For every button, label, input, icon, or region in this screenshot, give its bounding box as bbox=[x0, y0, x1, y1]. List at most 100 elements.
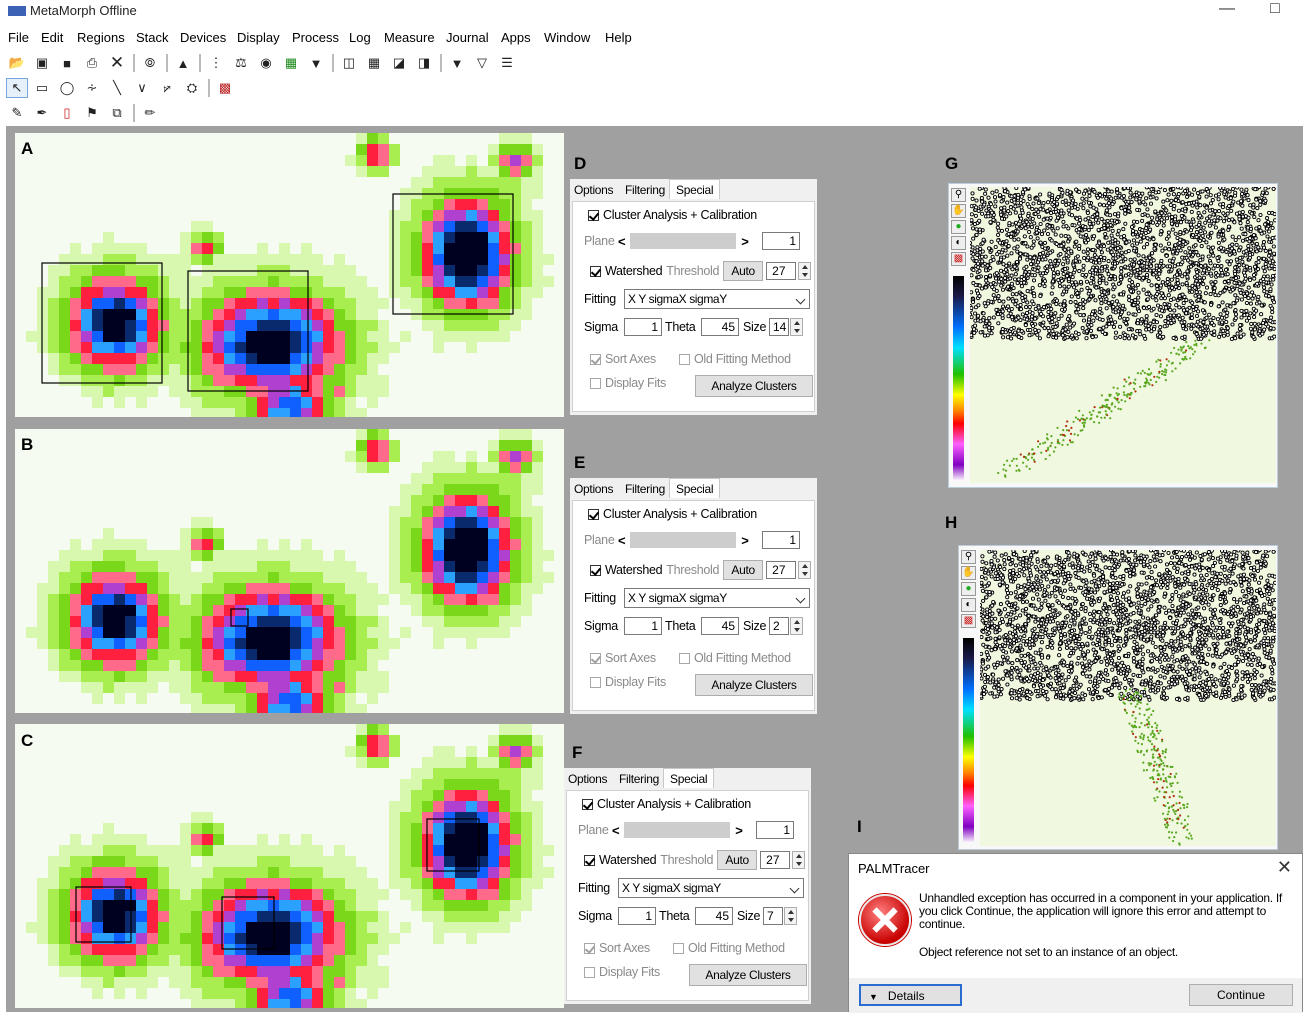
sort-axes-checkbox[interactable] bbox=[590, 652, 601, 664]
sigma-field[interactable]: 1 bbox=[624, 617, 662, 635]
plane-field[interactable]: 1 bbox=[762, 232, 800, 250]
stamp-icon[interactable]: ▲ bbox=[176, 55, 190, 71]
size-spinner[interactable] bbox=[790, 318, 803, 336]
menu-devices[interactable]: Devices bbox=[180, 30, 227, 45]
threshold-field[interactable]: 27 bbox=[766, 262, 797, 280]
cluster-analysis-checkbox[interactable] bbox=[582, 798, 593, 810]
image-panel-a[interactable] bbox=[15, 133, 564, 417]
zoom-icon[interactable]: ⚲ bbox=[951, 188, 966, 202]
old-fitting-checkbox[interactable] bbox=[673, 942, 684, 954]
cluster-analysis-checkbox[interactable] bbox=[588, 209, 599, 221]
size-field[interactable]: 14 bbox=[769, 318, 789, 336]
arc-icon[interactable]: ⦬ bbox=[163, 80, 171, 95]
size-spinner[interactable] bbox=[784, 907, 797, 925]
analyze-clusters-button[interactable]: Analyze Clusters bbox=[689, 964, 807, 986]
auto-threshold-button[interactable]: Auto bbox=[723, 560, 764, 580]
stack-icon[interactable]: ⋮ bbox=[209, 55, 223, 70]
old-fitting-checkbox[interactable] bbox=[679, 353, 690, 365]
theta-field[interactable]: 45 bbox=[695, 907, 733, 925]
analyze-clusters-button[interactable]: Analyze Clusters bbox=[695, 375, 813, 397]
close-icon[interactable]: ✕ bbox=[109, 53, 125, 72]
pencil-icon[interactable]: ✎ bbox=[11, 105, 23, 120]
sort-axes-checkbox[interactable] bbox=[584, 942, 595, 954]
marker-icon[interactable]: ✏ bbox=[144, 105, 156, 120]
watershed-checkbox[interactable] bbox=[584, 854, 595, 866]
size-field[interactable]: 7 bbox=[763, 907, 783, 925]
threshold-field[interactable]: 27 bbox=[760, 851, 791, 869]
plane-next-button[interactable]: > bbox=[741, 233, 749, 249]
copy-tool-icon[interactable]: ⧉ bbox=[112, 105, 122, 120]
menu-stack[interactable]: Stack bbox=[136, 30, 169, 45]
analyze-clusters-button[interactable]: Analyze Clusters bbox=[695, 674, 813, 696]
open-icon[interactable]: 📂 bbox=[8, 55, 26, 70]
compass-icon[interactable]: ⦾ bbox=[144, 55, 156, 70]
menu-display[interactable]: Display bbox=[237, 30, 280, 45]
fitting-select[interactable]: X Y sigmaX sigmaY bbox=[624, 289, 810, 309]
menu-regions[interactable]: Regions bbox=[77, 30, 125, 45]
save-icon[interactable]: ▣ bbox=[35, 55, 49, 70]
watershed-checkbox[interactable] bbox=[590, 564, 601, 576]
tab-filtering[interactable]: Filtering bbox=[625, 482, 665, 496]
plane-slider[interactable] bbox=[624, 822, 730, 838]
fitting-select[interactable]: X Y sigmaX sigmaY bbox=[618, 878, 804, 898]
sigma-field[interactable]: 1 bbox=[618, 907, 656, 925]
display-fits-checkbox[interactable] bbox=[590, 377, 601, 389]
tab-options[interactable]: Options bbox=[574, 183, 614, 197]
menu-help[interactable]: Help bbox=[605, 30, 632, 45]
menu-window[interactable]: Window bbox=[544, 30, 591, 45]
funnel-icon[interactable]: ▼ bbox=[450, 55, 464, 71]
pointer-icon[interactable]: ↖ bbox=[6, 78, 28, 98]
display-fits-checkbox[interactable] bbox=[590, 676, 601, 688]
print-icon[interactable]: ⎙ bbox=[86, 55, 98, 70]
old-fitting-checkbox[interactable] bbox=[679, 652, 690, 664]
display-fits-checkbox[interactable] bbox=[584, 966, 595, 978]
freehand-region-icon[interactable]: ∻ bbox=[86, 80, 98, 95]
threshold-field[interactable]: 27 bbox=[766, 561, 797, 579]
plane-next-button[interactable]: > bbox=[741, 532, 749, 548]
filter-list-icon[interactable]: ☰ bbox=[501, 55, 513, 70]
contrast-icon[interactable]: ◐ bbox=[951, 236, 966, 250]
ellipse-region-icon[interactable]: ◯ bbox=[59, 80, 75, 95]
theta-field[interactable]: 45 bbox=[701, 318, 739, 336]
menu-file[interactable]: File bbox=[8, 30, 29, 45]
plane-slider[interactable] bbox=[630, 532, 736, 548]
sort-axes-checkbox[interactable] bbox=[590, 353, 601, 365]
region-tool-icon[interactable]: ▩ bbox=[218, 80, 232, 95]
fitting-select[interactable]: X Y sigmaX sigmaY bbox=[624, 588, 810, 608]
lut-icon[interactable]: ▩ bbox=[951, 252, 966, 266]
plane-next-button[interactable]: > bbox=[735, 822, 743, 838]
tab-options[interactable]: Options bbox=[574, 482, 614, 496]
cluster-analysis-checkbox[interactable] bbox=[588, 508, 599, 520]
plane-prev-button[interactable]: < bbox=[612, 822, 620, 838]
tab-filtering[interactable]: Filtering bbox=[619, 772, 659, 786]
eraser-icon[interactable]: ▯ bbox=[63, 105, 71, 120]
menu-journal[interactable]: Journal bbox=[446, 30, 489, 45]
minimize-button[interactable]: — bbox=[1219, 0, 1235, 17]
binoculars-icon[interactable]: ◉ bbox=[260, 55, 272, 70]
tab-special[interactable]: Special bbox=[663, 768, 715, 788]
plane-field[interactable]: 1 bbox=[762, 531, 800, 549]
auto-threshold-button[interactable]: Auto bbox=[717, 850, 758, 870]
hand-icon[interactable]: ✋ bbox=[951, 204, 966, 218]
tab-special[interactable]: Special bbox=[669, 179, 721, 199]
menu-edit[interactable]: Edit bbox=[41, 30, 64, 45]
filter-icon[interactable]: ▽ bbox=[477, 55, 487, 70]
maximize-button[interactable]: □ bbox=[1270, 0, 1280, 17]
save-as-icon[interactable]: ■ bbox=[63, 55, 71, 71]
plane-prev-button[interactable]: < bbox=[618, 233, 626, 249]
auto-threshold-button[interactable]: Auto bbox=[723, 261, 764, 281]
threshold-spinner[interactable] bbox=[792, 851, 806, 869]
plane-prev-button[interactable]: < bbox=[618, 532, 626, 548]
theta-field[interactable]: 45 bbox=[701, 617, 739, 635]
magic-wand-icon[interactable]: ⛭ bbox=[186, 80, 198, 95]
threshold-spinner[interactable] bbox=[798, 561, 812, 579]
color-wheel-icon[interactable]: ● bbox=[951, 220, 966, 234]
image-panel-b[interactable] bbox=[15, 429, 564, 713]
polyline-icon[interactable]: ∨ bbox=[137, 80, 147, 95]
filmstrip-icon[interactable]: ▦ bbox=[284, 55, 298, 70]
tab-options[interactable]: Options bbox=[568, 772, 608, 786]
watershed-checkbox[interactable] bbox=[590, 265, 601, 277]
menu-measure[interactable]: Measure bbox=[384, 30, 435, 45]
tab-special[interactable]: Special bbox=[669, 478, 721, 498]
duplicate-icon[interactable]: ◨ bbox=[417, 55, 431, 70]
